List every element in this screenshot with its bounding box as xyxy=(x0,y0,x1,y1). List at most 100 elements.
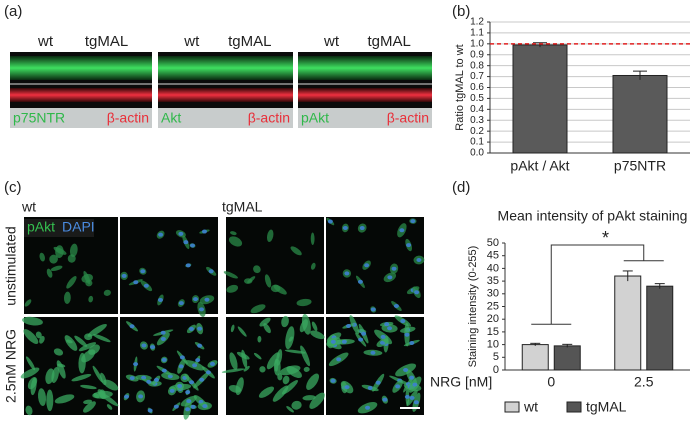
legend-label: wt xyxy=(523,399,538,415)
nucleus xyxy=(201,229,207,234)
nucleus xyxy=(141,375,147,380)
y-tick-label: 30 xyxy=(487,288,499,300)
nucleus xyxy=(365,405,371,410)
y-tick-label: 0 xyxy=(493,364,499,376)
cell xyxy=(20,367,40,379)
cell xyxy=(26,356,36,371)
blot-caption: Akt xyxy=(161,110,181,126)
cell xyxy=(22,316,43,326)
nucleus xyxy=(404,394,410,399)
nucleus xyxy=(375,380,381,385)
nucleus xyxy=(208,269,214,274)
cell xyxy=(103,379,119,391)
nucleus xyxy=(382,397,388,402)
cell xyxy=(88,295,94,303)
nucleus xyxy=(384,322,390,327)
cell xyxy=(99,389,106,400)
bar xyxy=(512,44,568,154)
cell xyxy=(35,331,42,339)
nucleus xyxy=(409,375,415,380)
nucleus xyxy=(327,219,333,224)
nucleus xyxy=(412,382,418,387)
cell xyxy=(92,365,104,383)
annotation: * xyxy=(602,228,609,248)
stain-label: DAPI xyxy=(62,219,95,235)
cell xyxy=(284,349,306,354)
y-tick-label: 1.0 xyxy=(470,38,484,49)
nucleus xyxy=(358,337,364,342)
bracket xyxy=(531,244,664,325)
nucleus xyxy=(387,275,393,280)
cell xyxy=(23,329,39,344)
cell xyxy=(290,246,302,256)
nucleus xyxy=(410,219,416,224)
nucleus xyxy=(133,362,139,367)
cell xyxy=(266,352,280,370)
green-band xyxy=(298,56,432,80)
x-tick-label: pAkt / Akt xyxy=(510,158,569,174)
lane-label: wt xyxy=(323,33,340,50)
y-tick-label: 0.8 xyxy=(470,60,484,71)
cell xyxy=(54,394,75,404)
nucleus xyxy=(160,336,166,341)
cell xyxy=(103,289,111,296)
nucleus xyxy=(409,340,415,345)
y-tick-label: 15 xyxy=(487,326,499,338)
lane-label: wt xyxy=(37,33,54,50)
nucleus xyxy=(190,243,196,248)
nucleus xyxy=(133,280,139,285)
nucleus xyxy=(370,350,376,355)
cell xyxy=(253,352,262,360)
y-tick-label: 0.3 xyxy=(470,115,484,126)
caption-strip xyxy=(298,108,432,128)
cell xyxy=(253,265,261,274)
nucleus xyxy=(129,324,135,329)
cell xyxy=(37,388,47,406)
nucleus xyxy=(143,283,149,288)
nucleus xyxy=(342,225,348,230)
nucleus xyxy=(190,404,196,409)
cell xyxy=(221,368,245,373)
cell xyxy=(270,284,281,293)
panel-label: (d) xyxy=(452,179,470,196)
y-tick-label: 0.2 xyxy=(470,126,484,137)
cell xyxy=(223,271,238,279)
cell xyxy=(66,275,77,289)
cell xyxy=(53,348,64,356)
cell xyxy=(273,358,281,376)
nucleus xyxy=(406,243,412,248)
panel-label: (a) xyxy=(4,3,22,20)
lane-label: tgMAL xyxy=(85,33,128,50)
nucleus xyxy=(197,326,203,331)
cell xyxy=(74,335,88,347)
cell xyxy=(272,385,289,402)
nucleus xyxy=(404,332,410,337)
caption-strip xyxy=(158,108,293,128)
column-label: tgMAL xyxy=(222,199,263,215)
cell xyxy=(24,299,32,307)
nucleus xyxy=(341,339,347,344)
legend-label: tgMAL xyxy=(586,399,627,415)
blot-caption: β-actin xyxy=(248,110,290,126)
nucleus xyxy=(129,376,135,381)
blot-caption: β-actin xyxy=(107,110,149,126)
nucleus xyxy=(367,385,373,390)
nucleus xyxy=(399,228,405,233)
nucleus xyxy=(178,301,184,306)
cell xyxy=(46,268,53,278)
cell xyxy=(300,345,311,367)
nucleus xyxy=(395,384,401,389)
nucleus xyxy=(195,358,201,363)
cell xyxy=(106,404,113,410)
nucleus xyxy=(146,379,152,384)
nucleus xyxy=(361,331,367,336)
nucleus xyxy=(416,257,422,262)
cell xyxy=(236,351,250,360)
bar xyxy=(521,344,549,371)
caption-strip xyxy=(10,108,152,128)
cell xyxy=(49,254,58,264)
cell xyxy=(250,304,266,314)
cell xyxy=(302,395,316,401)
blot-caption: β-actin xyxy=(387,110,429,126)
cell xyxy=(78,342,97,352)
